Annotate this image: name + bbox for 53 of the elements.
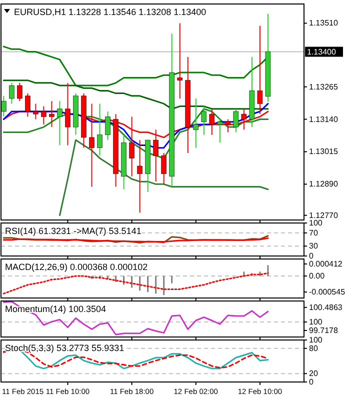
y-tick-label: 99.7178 <box>309 326 338 335</box>
y-tick-label: 1.13140 <box>309 114 338 124</box>
candlestick <box>137 140 142 214</box>
candlestick <box>225 118 231 133</box>
y-tick-label: 1.12770 <box>309 210 338 220</box>
y-tick-label: 100 <box>309 318 323 326</box>
y-tick-label: 1.12890 <box>309 180 338 189</box>
ref-line-label: 1.13400 <box>307 47 336 56</box>
y-tick-label: 0.000412 <box>309 259 343 268</box>
candlestick <box>25 92 30 118</box>
candlestick <box>161 152 166 185</box>
candlestick <box>105 110 110 141</box>
chart-title: Stoch(5,3,3) 53.2773 55.9331 <box>5 343 124 353</box>
y-tick-label: 30 <box>309 242 318 251</box>
candlestick <box>257 25 263 115</box>
y-tick-label: 0 <box>309 378 314 386</box>
chart-title: RSI(14) 61.3231 ->MA(7) 53.5141 <box>5 226 142 236</box>
candlestick <box>89 103 94 188</box>
candlestick <box>17 82 22 102</box>
y-tick-label: 70 <box>309 228 318 238</box>
candlestick <box>9 82 14 104</box>
candlestick <box>209 108 215 136</box>
candlestick <box>65 82 70 146</box>
y-tick-label: 100 <box>309 218 323 228</box>
y-tick-label: 0.00 <box>309 272 326 281</box>
y-tick-label: 1.13510 <box>309 18 338 28</box>
line-series <box>2 301 269 336</box>
chart-title: EURUSD,H1 1.13228 1.13546 1.13208 1.13400 <box>14 7 206 17</box>
candlestick <box>217 118 223 144</box>
candlestick <box>129 116 134 177</box>
candlestick <box>241 108 247 130</box>
candlestick <box>57 100 62 146</box>
y-tick-label: 80 <box>309 344 318 353</box>
y-tick-label: -0.000545 <box>309 287 346 296</box>
candlestick <box>97 103 102 156</box>
y-tick-label: 20 <box>309 369 318 378</box>
candlestick <box>41 106 46 125</box>
candlestick <box>201 106 207 136</box>
y-tick-label: 1.13265 <box>309 82 338 92</box>
y-tick-label: 1.13015 <box>309 147 338 156</box>
y-tick-label: 100.4863 <box>309 302 343 312</box>
chart-title: MACD(12,26,9) 0.000368 0.000102 <box>5 262 148 272</box>
candlestick <box>33 103 38 120</box>
candlestick <box>233 108 239 133</box>
candlestick <box>193 98 199 148</box>
candlestick <box>49 100 54 128</box>
line-series <box>58 139 269 216</box>
candlestick <box>177 22 183 99</box>
y-tick-label: 100 <box>309 336 323 344</box>
line-series <box>2 80 269 110</box>
line-series <box>2 272 269 294</box>
y-tick-label: 0 <box>309 252 314 260</box>
candlestick <box>153 129 158 182</box>
